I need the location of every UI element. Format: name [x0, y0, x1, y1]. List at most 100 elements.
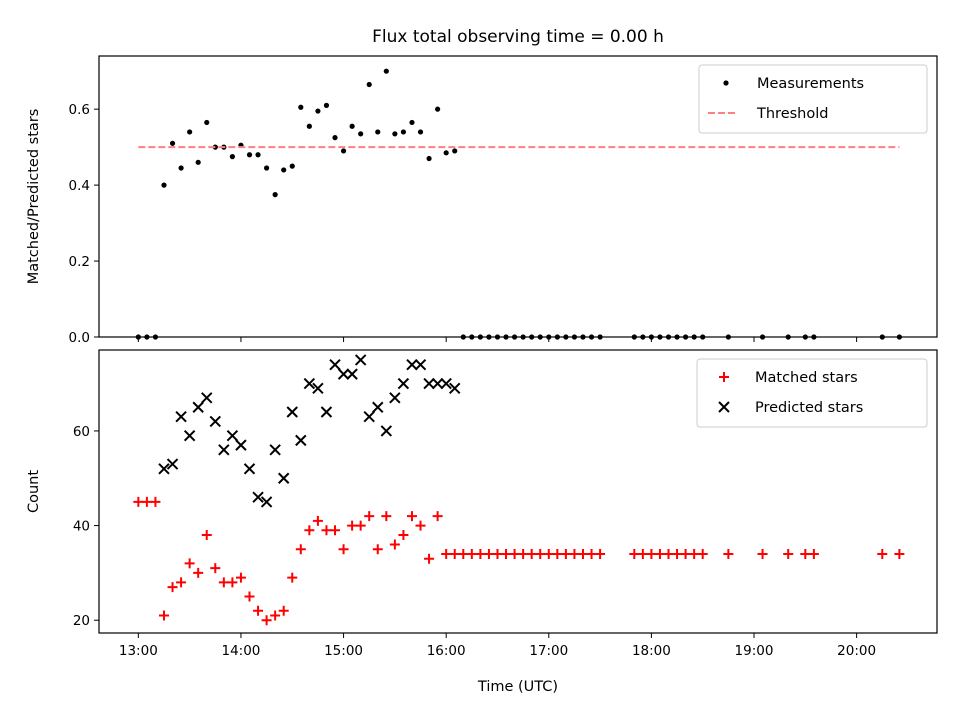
matched-stars-point [347, 520, 358, 531]
y-tick-label: 20 [73, 613, 90, 629]
predicted-stars-point [175, 411, 187, 423]
matched-stars-point [441, 548, 452, 559]
matched-stars-point [312, 515, 323, 526]
matched-stars-point [210, 563, 221, 574]
predicted-stars-point [329, 358, 341, 371]
matched-stars-point [697, 548, 708, 559]
matched-stars-point [141, 496, 152, 507]
predicted-stars-point [226, 429, 239, 442]
measurement-point [161, 182, 167, 188]
matched-stars-point [680, 548, 691, 559]
x-tick-label: 20:00 [837, 643, 876, 659]
measurement-point [298, 104, 304, 110]
measurement-point [169, 140, 176, 146]
predicted-stars-point [449, 382, 461, 395]
measurement-point [417, 129, 424, 135]
matched-stars-point [466, 548, 477, 559]
predicted-stars-point [295, 434, 307, 447]
measurement-point [289, 163, 295, 169]
legend-marker [719, 372, 729, 382]
matched-stars-point [526, 548, 537, 559]
predicted-stars-point [346, 368, 358, 380]
x-tick-label: 18:00 [632, 643, 671, 659]
matched-stars-point [133, 496, 144, 507]
measurement-point [315, 108, 321, 114]
measurement-point [264, 165, 270, 171]
measurement-point [400, 129, 407, 135]
matched-stars-point [372, 544, 383, 555]
y-tick-label: 0.4 [69, 178, 90, 194]
matched-stars-point [253, 605, 264, 616]
y-axis-label: Count [26, 470, 42, 513]
measurement-point [383, 68, 389, 74]
matched-stars-point [663, 548, 674, 559]
matched-stars-point [415, 520, 426, 531]
predicted-stars-point [431, 377, 444, 390]
matched-stars-point [492, 548, 503, 559]
matched-stars-point [295, 544, 306, 555]
matched-stars-point [338, 544, 349, 555]
x-tick-label: 15:00 [324, 643, 363, 659]
matched-stars-point [261, 615, 272, 626]
predicted-stars-point [320, 406, 333, 418]
matched-stars-point [304, 525, 315, 536]
y-tick-label: 0.0 [69, 330, 90, 346]
measurement-point [195, 159, 201, 165]
matched-stars-point [244, 591, 255, 602]
matched-stars-point [218, 577, 229, 588]
matched-stars-point [201, 530, 212, 541]
y-tick-label: 60 [73, 424, 90, 440]
matched-stars-point [389, 539, 400, 550]
legend-box [698, 64, 928, 134]
measurement-point [452, 148, 458, 154]
measurement-point [281, 167, 287, 173]
matched-stars-point [193, 567, 204, 578]
legend-label: Measurements [757, 76, 864, 92]
predicted-stars-point [201, 392, 213, 404]
matched-stars-point [577, 548, 588, 559]
measurement-point [332, 135, 338, 141]
measurement-point [204, 119, 210, 126]
predicted-stars-point [269, 444, 281, 456]
predicted-stars-point [440, 377, 452, 390]
matched-stars-point [176, 577, 187, 588]
matched-stars-point [235, 572, 246, 583]
counts-axes-frame [98, 349, 938, 634]
measurement-point [349, 123, 355, 129]
predicted-stars-point [389, 392, 401, 404]
matched-stars-point [800, 548, 811, 559]
chart-title: Flux total observing time = 0.00 h [372, 27, 664, 47]
matched-stars-point [689, 548, 700, 559]
legend-label: Threshold [756, 106, 828, 122]
predicted-stars-point [397, 377, 410, 390]
matched-stars-point [475, 548, 486, 559]
measurement-point [366, 81, 372, 88]
predicted-stars-point [166, 458, 179, 470]
predicted-stars-point [337, 368, 350, 380]
matched-stars-point [595, 548, 606, 559]
ratio-legend: Measurements Threshold [698, 64, 928, 134]
matched-stars-point [518, 548, 529, 559]
matched-stars-point [637, 548, 648, 559]
measurement-point [375, 129, 381, 135]
matched-stars-point [543, 548, 554, 559]
matched-stars-point [184, 558, 195, 569]
predicted-stars-point [243, 463, 256, 475]
matched-stars-point [321, 525, 332, 536]
predicted-stars-point [423, 377, 435, 390]
measurement-point [306, 123, 312, 129]
measurement-point [178, 165, 184, 171]
x-axis-label: Time (UTC) [477, 679, 558, 695]
counts-legend: Matched stars Predicted stars [696, 358, 928, 428]
measurement-point [255, 152, 261, 158]
legend-label: Matched stars [755, 370, 858, 386]
measurement-point [272, 192, 278, 198]
matched-stars-point [150, 496, 161, 507]
measurement-point [229, 154, 235, 160]
predicted-stars-point [183, 429, 196, 442]
predicted-stars-point [406, 358, 418, 371]
matched-stars-point [270, 610, 281, 621]
matched-stars-point [560, 548, 571, 559]
ratio-axes: 0.0 0.2 0.4 0.6 Matched/Predicted stars Measu… [26, 55, 938, 346]
